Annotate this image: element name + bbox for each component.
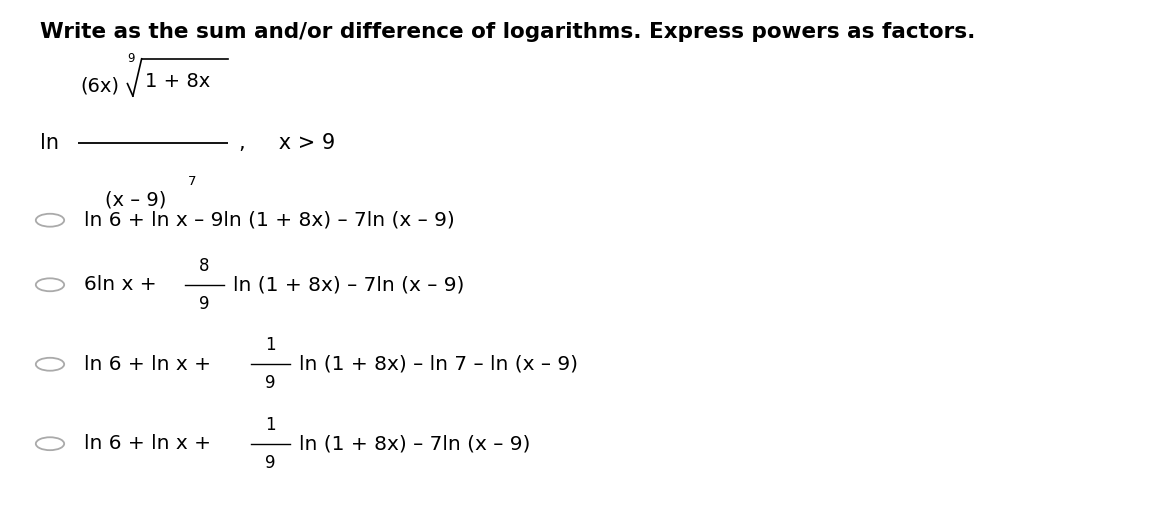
- Text: 9: 9: [128, 53, 135, 65]
- Text: Write as the sum and/or difference of logarithms. Express powers as factors.: Write as the sum and/or difference of lo…: [41, 22, 976, 41]
- Text: (x – 9): (x – 9): [105, 191, 166, 210]
- Text: ln 6 + ln x +: ln 6 + ln x +: [84, 434, 217, 453]
- Text: ln (1 + 8x) – 7ln (x – 9): ln (1 + 8x) – 7ln (x – 9): [299, 434, 530, 453]
- Text: (6x): (6x): [80, 77, 120, 95]
- Text: 1: 1: [265, 336, 276, 355]
- Text: 6ln x +: 6ln x +: [84, 275, 163, 294]
- Text: ln (1 + 8x) – ln 7 – ln (x – 9): ln (1 + 8x) – ln 7 – ln (x – 9): [299, 355, 578, 374]
- Text: 9: 9: [265, 374, 276, 392]
- Text: ln (1 + 8x) – 7ln (x – 9): ln (1 + 8x) – 7ln (x – 9): [233, 275, 464, 294]
- Text: 9: 9: [199, 294, 209, 313]
- Text: 8: 8: [199, 257, 209, 275]
- Text: ,     x > 9: , x > 9: [238, 133, 335, 153]
- Text: 7: 7: [187, 175, 195, 188]
- Text: ln: ln: [41, 133, 59, 153]
- Text: 1 + 8x: 1 + 8x: [145, 72, 211, 91]
- Text: 1: 1: [265, 416, 276, 434]
- Text: 9: 9: [265, 453, 276, 472]
- Text: ln 6 + ln x +: ln 6 + ln x +: [84, 355, 217, 374]
- Text: ln 6 + ln x – 9ln (1 + 8x) – 7ln (x – 9): ln 6 + ln x – 9ln (1 + 8x) – 7ln (x – 9): [84, 211, 455, 230]
